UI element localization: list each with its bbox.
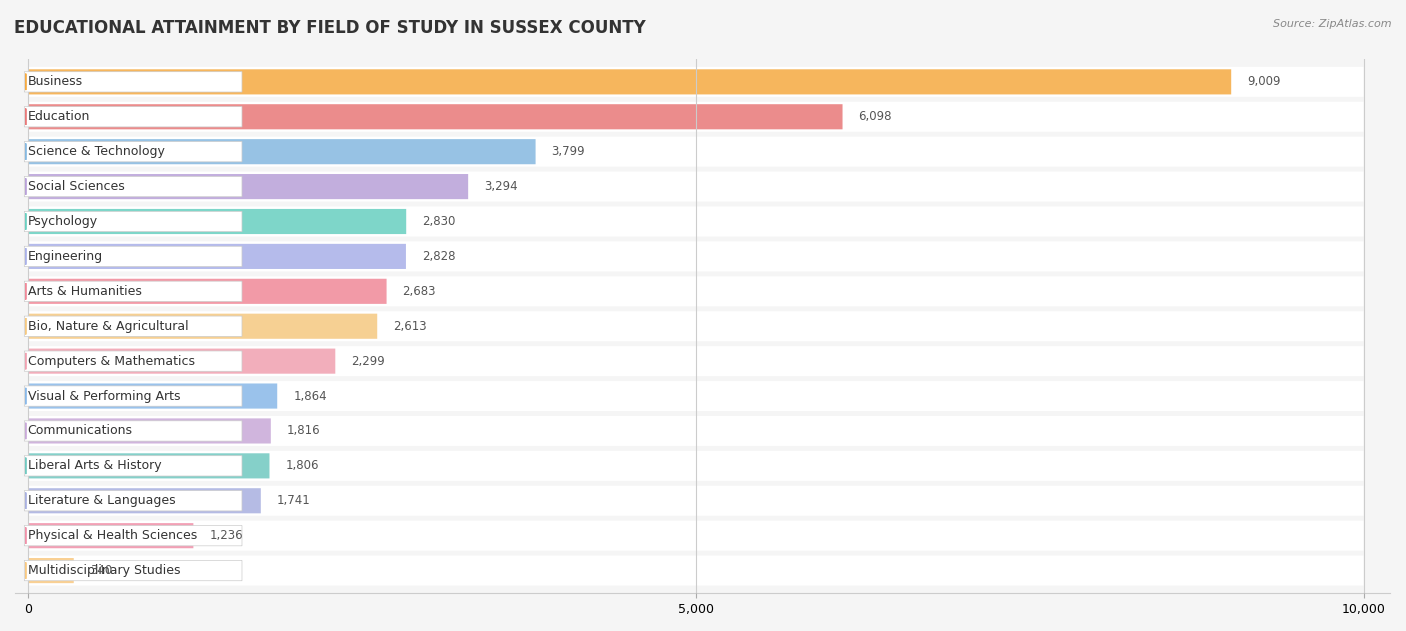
Text: 1,864: 1,864 [294,389,326,403]
FancyBboxPatch shape [28,416,1364,446]
FancyBboxPatch shape [28,453,270,478]
Text: Education: Education [28,110,90,123]
Text: 2,613: 2,613 [394,320,427,333]
FancyBboxPatch shape [28,418,271,444]
Text: 1,236: 1,236 [209,529,243,542]
Text: Liberal Arts & History: Liberal Arts & History [28,459,162,473]
FancyBboxPatch shape [28,311,1364,341]
FancyBboxPatch shape [24,456,242,476]
Text: 2,828: 2,828 [422,250,456,263]
FancyBboxPatch shape [28,206,1364,237]
FancyBboxPatch shape [24,72,242,92]
Text: 2,830: 2,830 [422,215,456,228]
Text: Computers & Mathematics: Computers & Mathematics [28,355,195,368]
FancyBboxPatch shape [28,244,406,269]
FancyBboxPatch shape [24,211,242,232]
FancyBboxPatch shape [28,104,842,129]
Text: Arts & Humanities: Arts & Humanities [28,285,142,298]
FancyBboxPatch shape [28,67,1364,97]
FancyBboxPatch shape [28,486,1364,516]
FancyBboxPatch shape [28,174,468,199]
FancyBboxPatch shape [28,242,1364,271]
FancyBboxPatch shape [28,555,1364,586]
FancyBboxPatch shape [28,314,377,339]
FancyBboxPatch shape [24,107,242,127]
Text: 340: 340 [90,564,112,577]
FancyBboxPatch shape [28,523,194,548]
FancyBboxPatch shape [28,139,536,164]
Text: Psychology: Psychology [28,215,98,228]
FancyBboxPatch shape [24,177,242,197]
FancyBboxPatch shape [24,141,242,162]
FancyBboxPatch shape [24,281,242,302]
FancyBboxPatch shape [28,209,406,234]
FancyBboxPatch shape [28,102,1364,132]
Text: 2,299: 2,299 [352,355,385,368]
FancyBboxPatch shape [28,384,277,409]
Text: Business: Business [28,75,83,88]
FancyBboxPatch shape [24,491,242,511]
FancyBboxPatch shape [24,421,242,441]
Text: Bio, Nature & Agricultural: Bio, Nature & Agricultural [28,320,188,333]
Text: Social Sciences: Social Sciences [28,180,125,193]
Text: Communications: Communications [28,425,132,437]
FancyBboxPatch shape [28,558,73,583]
Text: 3,294: 3,294 [484,180,517,193]
Text: 1,741: 1,741 [277,494,311,507]
FancyBboxPatch shape [28,348,335,374]
Text: Science & Technology: Science & Technology [28,145,165,158]
FancyBboxPatch shape [28,451,1364,481]
FancyBboxPatch shape [28,521,1364,551]
Text: Engineering: Engineering [28,250,103,263]
Text: Physical & Health Sciences: Physical & Health Sciences [28,529,197,542]
FancyBboxPatch shape [28,172,1364,201]
Text: Multidisciplinary Studies: Multidisciplinary Studies [28,564,180,577]
Text: 6,098: 6,098 [859,110,891,123]
Text: 2,683: 2,683 [402,285,436,298]
Text: EDUCATIONAL ATTAINMENT BY FIELD OF STUDY IN SUSSEX COUNTY: EDUCATIONAL ATTAINMENT BY FIELD OF STUDY… [14,19,645,37]
FancyBboxPatch shape [24,316,242,336]
FancyBboxPatch shape [24,351,242,371]
FancyBboxPatch shape [28,276,1364,306]
FancyBboxPatch shape [28,137,1364,167]
Text: 1,816: 1,816 [287,425,321,437]
Text: Source: ZipAtlas.com: Source: ZipAtlas.com [1274,19,1392,29]
Text: 3,799: 3,799 [551,145,585,158]
FancyBboxPatch shape [28,69,1232,95]
FancyBboxPatch shape [24,386,242,406]
FancyBboxPatch shape [24,560,242,581]
FancyBboxPatch shape [28,488,260,514]
FancyBboxPatch shape [24,526,242,546]
Text: Visual & Performing Arts: Visual & Performing Arts [28,389,180,403]
Text: 1,806: 1,806 [285,459,319,473]
FancyBboxPatch shape [24,246,242,266]
FancyBboxPatch shape [28,346,1364,376]
FancyBboxPatch shape [28,279,387,304]
Text: Literature & Languages: Literature & Languages [28,494,176,507]
Text: 9,009: 9,009 [1247,75,1281,88]
FancyBboxPatch shape [28,381,1364,411]
